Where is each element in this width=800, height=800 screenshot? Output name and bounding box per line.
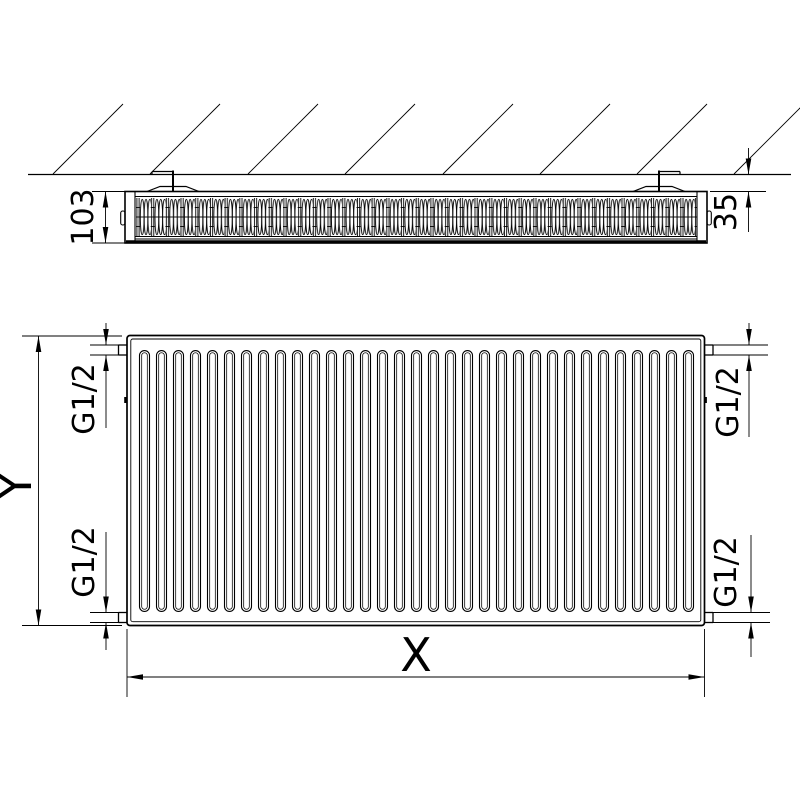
top-view-radiator-body	[120, 190, 712, 244]
dim-depth	[92, 191, 128, 244]
dim-depth-label: 103	[66, 188, 101, 246]
connection-stub-top-left	[117, 344, 127, 356]
dim-conn-top-right-label: G1/2	[711, 366, 746, 438]
dim-wall-gap-label: 35	[709, 192, 744, 232]
dim-conn-bottom-right	[713, 535, 770, 657]
front-panel	[126, 334, 706, 627]
connection-stub-top-right	[704, 344, 714, 356]
panel-grooves	[136, 350, 697, 612]
dim-conn-bottom-right-label: G1/2	[709, 536, 744, 608]
dim-length	[126, 629, 705, 697]
dim-height-label: Y	[0, 472, 42, 500]
dim-conn-top-right	[713, 323, 768, 437]
mounting-bracket-left	[146, 170, 200, 193]
panel-side-marks	[124, 397, 707, 403]
dim-conn-top-left	[90, 323, 119, 428]
connection-stub-bottom-right	[704, 611, 714, 624]
connection-stub-bottom-left	[117, 611, 127, 624]
dim-conn-top-left-label: G1/2	[67, 363, 102, 435]
convector-fins-pattern	[136, 198, 697, 236]
wall-hatching	[52, 103, 800, 175]
dim-wall-gap	[710, 148, 766, 232]
dim-length-label: X	[400, 628, 432, 682]
dim-conn-bottom-left-label: G1/2	[67, 526, 102, 598]
mounting-bracket-right	[632, 170, 686, 193]
dim-conn-bottom-left	[90, 532, 119, 650]
